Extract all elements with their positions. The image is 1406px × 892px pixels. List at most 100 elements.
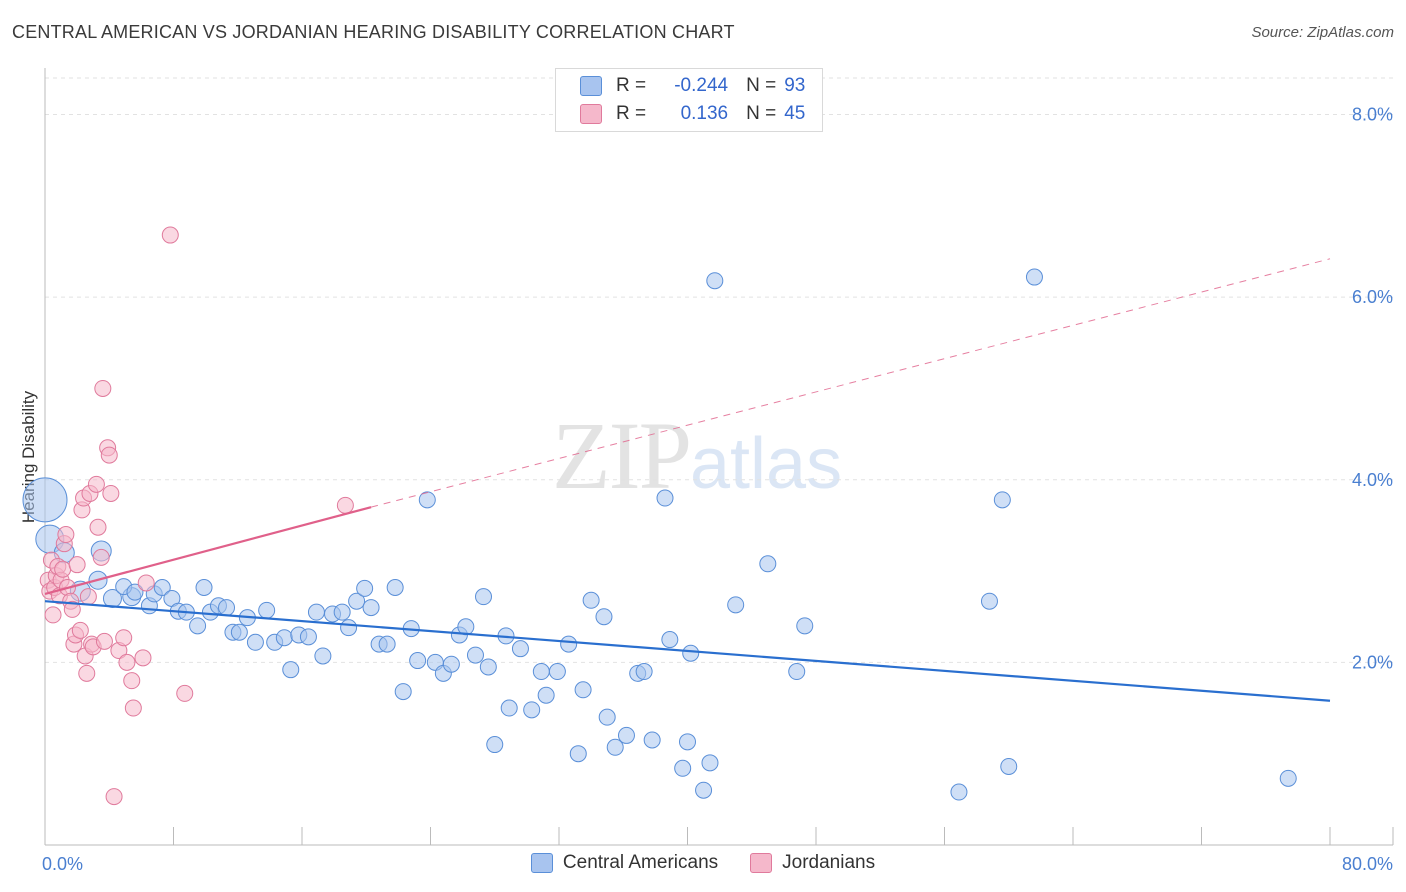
point-jordanian: [68, 556, 86, 574]
point-central-american: [22, 477, 68, 523]
legend-n-value: 45: [784, 103, 806, 124]
point-jordanian: [92, 548, 110, 566]
point-central-american: [796, 617, 814, 635]
point-jordanian: [105, 788, 123, 806]
point-central-american: [378, 635, 396, 653]
trend-line-jordanian: [44, 506, 372, 595]
legend-r-value: -0.244: [674, 75, 729, 96]
point-central-american: [314, 647, 332, 665]
point-central-american: [635, 663, 653, 681]
legend-swatch-jordanian: [580, 104, 602, 124]
legend-n-label: N =: [746, 103, 777, 124]
legend-label-jordanian: Jordanians: [782, 852, 876, 873]
point-jordanian: [57, 526, 75, 544]
legend-r-label: R =: [616, 103, 647, 124]
point-central-american: [333, 603, 351, 621]
trend-line-central-american: [44, 600, 1331, 702]
point-central-american: [126, 583, 144, 601]
point-central-american: [695, 781, 713, 799]
point-central-american: [656, 489, 674, 507]
point-central-american: [950, 783, 968, 801]
point-central-american: [299, 628, 317, 646]
point-central-american: [537, 686, 555, 704]
legend-n-label: N =: [746, 75, 777, 96]
watermark-atlas: atlas: [690, 424, 843, 504]
legend-swatch-central: [530, 853, 553, 873]
legend-row-jordanian: R = 0.136 N = 45: [580, 102, 805, 126]
x-tick-label: 0.0%: [42, 854, 83, 874]
point-central-american: [466, 646, 484, 664]
point-central-american: [189, 617, 207, 635]
point-central-american: [282, 661, 300, 679]
point-central-american: [560, 635, 578, 653]
point-central-american: [348, 592, 366, 610]
point-central-american: [993, 491, 1011, 509]
point-central-american: [674, 759, 692, 777]
legend-swatch-central: [580, 76, 602, 96]
point-jordanian: [79, 588, 97, 606]
point-jordanian: [115, 629, 133, 647]
point-jordanian: [87, 475, 105, 493]
point-central-american: [523, 701, 541, 719]
point-central-american: [418, 491, 436, 509]
point-central-american: [759, 555, 777, 573]
point-central-american: [788, 663, 806, 681]
legend-n-value: 93: [784, 75, 806, 96]
point-jordanian: [134, 649, 152, 667]
point-jordanian: [44, 606, 62, 624]
point-central-american: [442, 655, 460, 673]
legend-item-central[interactable]: Central Americans: [530, 852, 719, 874]
point-central-american: [475, 588, 493, 606]
point-central-american: [701, 754, 719, 772]
point-jordanian: [100, 446, 118, 464]
x-tick-label: 80.0%: [1342, 854, 1393, 874]
legend-r-value: 0.136: [680, 103, 729, 124]
point-jordanian: [78, 664, 96, 682]
point-central-american: [409, 652, 427, 670]
point-central-american: [356, 579, 374, 597]
legend-row-central: R = -0.244 N = 93: [580, 74, 805, 98]
point-central-american: [706, 272, 724, 290]
point-jordanian: [336, 496, 354, 514]
point-jordanian: [176, 684, 194, 702]
point-central-american: [362, 599, 380, 617]
point-jordanian: [89, 518, 107, 536]
chart-title: CENTRAL AMERICAN VS JORDANIAN HEARING DI…: [12, 22, 735, 42]
point-central-american: [275, 629, 293, 647]
point-central-american: [574, 681, 592, 699]
point-central-american: [246, 633, 264, 651]
point-central-american: [532, 663, 550, 681]
point-central-american: [1000, 757, 1018, 775]
point-jordanian: [63, 600, 81, 618]
point-central-american: [258, 601, 276, 619]
point-central-american: [679, 733, 696, 751]
point-central-american: [582, 591, 600, 609]
point-central-american: [394, 683, 412, 701]
legend-label-central: Central Americans: [562, 852, 719, 873]
point-jordanian: [137, 574, 155, 592]
point-central-american: [230, 623, 248, 641]
point-central-american: [486, 736, 504, 754]
point-central-american: [307, 603, 325, 621]
y-tick-label: 6.0%: [1352, 287, 1393, 307]
point-central-american: [643, 731, 661, 749]
point-jordanian: [124, 699, 142, 717]
point-jordanian: [71, 621, 89, 639]
point-central-american: [682, 644, 700, 662]
y-tick-label: 8.0%: [1352, 105, 1393, 125]
point-jordanian: [54, 560, 72, 578]
point-central-american: [153, 579, 171, 597]
point-jordanian: [94, 379, 112, 397]
legend-item-jordanian[interactable]: Jordanians: [750, 852, 875, 874]
point-jordanian: [95, 632, 113, 650]
point-central-american: [548, 663, 566, 681]
point-central-american: [511, 640, 529, 658]
point-jordanian: [118, 653, 136, 671]
point-central-american: [617, 726, 635, 744]
point-jordanian: [123, 672, 141, 690]
point-central-american: [386, 579, 404, 597]
point-central-american: [606, 738, 624, 756]
y-tick-label: 2.0%: [1352, 652, 1393, 672]
point-central-american: [500, 699, 518, 717]
